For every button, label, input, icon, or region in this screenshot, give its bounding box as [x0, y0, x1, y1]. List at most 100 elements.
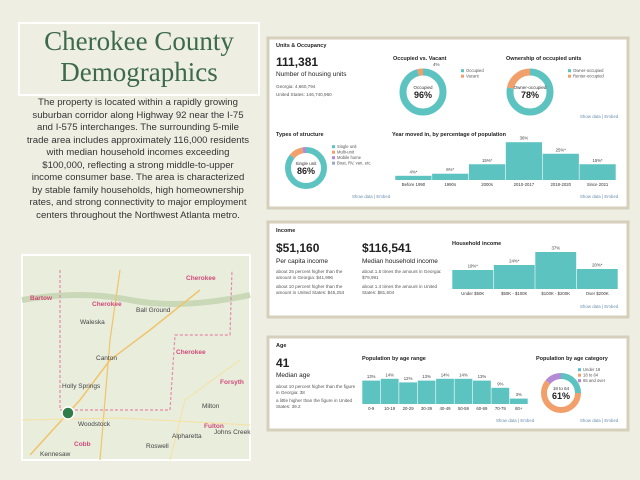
map-label: Woodstock: [78, 421, 111, 428]
bar: [542, 153, 579, 180]
legend-label: Boat, RV, van, etc.: [337, 161, 371, 166]
legend-label: Renter-occupied: [573, 74, 604, 79]
comparison: about 25 percent higher than the amount …: [276, 269, 343, 280]
bar: [395, 175, 432, 180]
stat: $116,541: [362, 241, 412, 255]
bar: [576, 269, 618, 289]
legend-label: Vacant: [466, 74, 480, 79]
title-frame: [18, 22, 260, 96]
bar: [452, 270, 494, 289]
county-border: [59, 269, 233, 411]
chart-title: Ownership of occupied units: [506, 56, 581, 62]
donut-segment: [506, 68, 554, 116]
value-label: 15%*: [592, 158, 603, 163]
legend-swatch: [578, 379, 581, 383]
category-label: Over $200K: [586, 291, 609, 296]
category-label: 40-49: [440, 406, 452, 411]
highway: [99, 269, 121, 461]
value-label: 24%*: [509, 259, 520, 264]
road: [169, 359, 241, 461]
map-label: Roswell: [146, 443, 169, 450]
map-label: Canton: [96, 355, 117, 362]
value-label: 78%: [521, 90, 539, 100]
bar: [436, 378, 454, 404]
chart-title: Types of structure: [276, 132, 324, 138]
category-label: Under $50K: [461, 291, 484, 296]
donut-segment: [541, 373, 581, 413]
legend-label: Owner-occupied: [573, 68, 604, 73]
caption: Number of housing units: [276, 71, 347, 78]
comparison: about 10 percent higher than the amount …: [276, 284, 345, 295]
legend-swatch: [332, 150, 335, 154]
legend-label: Single unit: [337, 144, 357, 149]
value-label: 13%: [422, 374, 431, 379]
category-label: 20-29: [403, 406, 415, 411]
bar: [472, 380, 491, 404]
value-label: 14%: [459, 372, 468, 377]
bar: [432, 173, 469, 180]
caption: Median age: [276, 372, 310, 379]
heading: Units & Occupancy: [276, 43, 327, 49]
value-label: 25%*: [556, 147, 567, 152]
value-label: 4%: [433, 62, 440, 67]
legend-swatch: [332, 161, 335, 165]
value-label: 4%*: [409, 169, 417, 174]
stat: 111,381: [276, 55, 319, 69]
value-label: 13%: [478, 374, 487, 379]
map-label: Fulton: [204, 423, 224, 430]
bar: [417, 380, 436, 404]
description: The property is located within a rapidly…: [26, 97, 250, 221]
bar: [491, 387, 510, 404]
category-label: 2000s: [481, 182, 493, 187]
value-label: 3%: [516, 392, 522, 397]
donut-center-label: Single unit: [295, 161, 317, 166]
value-label: 37%: [551, 246, 560, 251]
link[interactable]: Show data | Embed: [496, 418, 535, 423]
link[interactable]: Show data | Embed: [580, 194, 619, 199]
category-label: 0-9: [368, 406, 375, 411]
comparison: about 1.5 times the amount in Georgia: $…: [362, 269, 442, 280]
legend-swatch: [568, 69, 571, 73]
value-label: 9%: [497, 381, 503, 386]
map-label: Milton: [202, 403, 220, 410]
bar: [493, 265, 535, 289]
category-label: $100K - $200K: [541, 291, 570, 296]
heading: Income: [276, 228, 296, 234]
legend-label: Occupied: [466, 68, 484, 73]
legend-swatch: [332, 156, 335, 160]
category-label: 50-59: [458, 406, 470, 411]
link[interactable]: Show data | Embed: [580, 114, 619, 119]
map-label: Alpharetta: [172, 433, 202, 440]
category-label: 30-39: [421, 406, 433, 411]
category-label: $50K - $100K: [501, 291, 527, 296]
bar: [579, 164, 616, 180]
value-label: 20%*: [592, 263, 603, 268]
bar: [505, 142, 543, 180]
map-label: Cherokee: [176, 349, 206, 356]
map-label: Kennesaw: [40, 451, 71, 458]
category-label: 70-79: [495, 406, 507, 411]
category-label: 1990s: [444, 182, 456, 187]
link[interactable]: Show data | Embed: [352, 194, 391, 199]
map-label: Bartow: [30, 295, 53, 302]
page-title: Cherokee County Demographics: [44, 26, 234, 87]
comparison: about 10 percent higher than the figure …: [276, 384, 356, 395]
value-label: 6%*: [446, 167, 454, 172]
heading: Age: [276, 343, 287, 349]
category-label: Since 2021: [587, 182, 609, 187]
bar: [509, 398, 528, 404]
bar: [399, 382, 418, 404]
map-label: Holly Springs: [62, 383, 101, 390]
stat: $51,160: [276, 241, 320, 255]
comparison: a little higher than the figure in Unite…: [276, 398, 353, 409]
map-label: Johns Creek: [214, 429, 251, 436]
bar: [454, 378, 473, 404]
value-label: 14%: [441, 372, 450, 377]
road: [21, 417, 251, 426]
bar: [535, 252, 577, 289]
link[interactable]: Show data | Embed: [580, 418, 619, 423]
legend-swatch: [461, 74, 464, 78]
link[interactable]: Show data | Embed: [580, 304, 619, 309]
map-label: Cherokee: [186, 275, 216, 282]
map-label: Cobb: [74, 441, 91, 448]
